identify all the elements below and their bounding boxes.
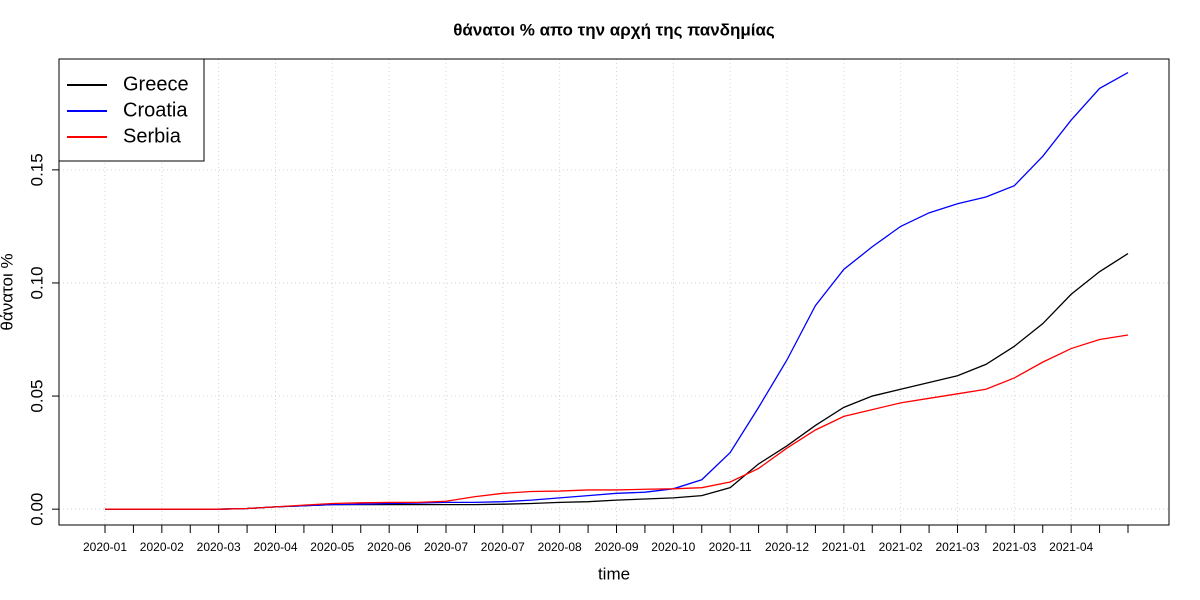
x-tick-label: 2021-04 <box>1049 540 1093 554</box>
x-tick-label: 2020-07 <box>481 540 525 554</box>
x-tick-label: 2021-02 <box>879 540 923 554</box>
x-tick-label: 2020-04 <box>253 540 297 554</box>
x-tick-label: 2021-03 <box>935 540 979 554</box>
legend-label: Serbia <box>123 125 182 147</box>
x-tick-label: 2020-07 <box>424 540 468 554</box>
x-tick-label: 2020-12 <box>765 540 809 554</box>
y-tick-label: 0.00 <box>27 493 46 526</box>
x-tick-label: 2020-03 <box>197 540 241 554</box>
y-tick-label: 0.10 <box>27 266 46 299</box>
x-tick-label: 2020-10 <box>651 540 695 554</box>
plot-frame <box>58 58 1170 526</box>
x-tick-label: 2020-06 <box>367 540 411 554</box>
legend-label: Greece <box>123 73 189 95</box>
y-tick-label: 0.15 <box>27 153 46 186</box>
y-axis-label: θάνατοι % <box>0 253 16 330</box>
series-line <box>105 334 1129 510</box>
x-axis-label: time <box>598 564 630 583</box>
x-tick-label: 2020-08 <box>538 540 582 554</box>
x-tick-label: 2021-03 <box>992 540 1036 554</box>
y-tick-label: 0.05 <box>27 380 46 413</box>
x-tick-label: 2020-01 <box>83 540 127 554</box>
legend-label: Croatia <box>123 99 188 121</box>
x-tick-label: 2020-05 <box>310 540 354 554</box>
x-tick-label: 2021-01 <box>822 540 866 554</box>
x-tick-label: 2020-09 <box>594 540 638 554</box>
chart-title: θάνατοι % απο την αρχή της πανδημίας <box>453 20 775 39</box>
x-tick-label: 2020-02 <box>140 540 184 554</box>
x-tick-label: 2020-11 <box>709 540 752 554</box>
